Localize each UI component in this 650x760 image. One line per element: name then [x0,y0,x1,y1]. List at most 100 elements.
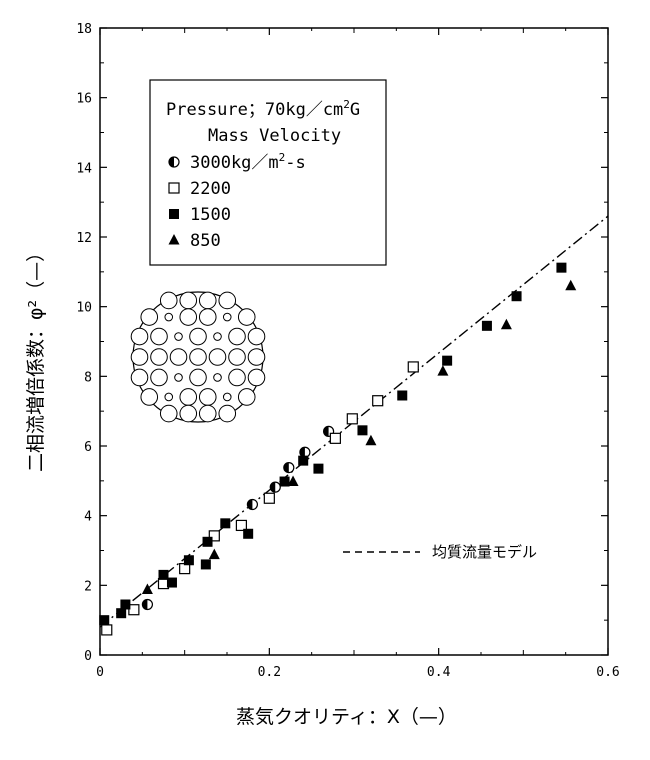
y-tick-label: 14 [76,161,92,176]
y-tick-label: 4 [84,510,92,525]
data-point-half-circle-half [247,499,253,510]
data-point-open-square [407,361,419,373]
data-point-filled-triangle [565,279,577,291]
bundle-rod [179,404,198,423]
bundle-rod [218,291,237,310]
legend-title-mass-velocity: Mass Velocity [208,126,341,146]
bundle-rod [198,388,217,406]
data-point-filled-triangle [365,434,377,446]
x-tick-label: 0.6 [596,665,619,680]
data-point-filled-triangle [500,318,512,330]
bundle-rod [179,308,198,326]
legend-label: 1500 [190,205,231,225]
y-tick-label: 10 [76,301,92,316]
bundle-small-rod [222,392,232,402]
data-point-filled-square [158,569,169,580]
bundle-small-rod [174,332,183,341]
bundle-rod [130,348,149,366]
legend-title-pressure: Pressure；70kg／cm2G [166,98,360,120]
data-point-filled-square [120,599,131,610]
data-point-open-square [346,413,358,425]
data-point-filled-square [202,536,213,547]
bundle-rod [130,327,149,346]
bundle-rod [228,348,246,366]
x-axis-label: 蒸気クオリティ：X（—） [236,706,457,728]
bundle-rod [189,368,207,387]
data-point-open-square [235,519,247,532]
legend-box: Pressure；70kg／cm2G Mass Velocity 3000kg／… [149,79,387,266]
bundle-rod [237,388,256,406]
bundle-small-rod [222,312,232,322]
data-point-filled-square [511,291,522,302]
axis-ticks: 0 2 4 6 8 10 12 14 16 18 0 0.2 0.4 0.6 [76,22,619,680]
data-point-open-square [101,624,113,636]
bundle-small-rod [164,312,174,322]
data-point-filled-triangle [287,475,299,487]
bundle-rod [159,404,178,423]
bundle-rod [189,348,207,366]
legend-label: 850 [190,231,221,251]
data-point-half-circle-half [299,447,305,458]
y-tick-label: 16 [76,92,92,107]
y-tick-label: 12 [76,231,92,246]
bundle-rod [208,348,227,366]
bundle-rod [218,404,237,423]
bundle-rod [198,308,217,326]
data-point-filled-square [200,559,211,570]
data-point-open-square [329,432,341,444]
y-axis-label: 二相流増倍係数：φ²（—） [25,243,47,472]
data-point-open-square [263,492,275,504]
data-point-filled-triangle [437,365,449,376]
bundle-rod [189,327,207,346]
data-point-filled-square [442,355,453,366]
data-point-filled-square [298,455,309,466]
bundle-rod [179,388,198,406]
bundle-rod [247,348,266,366]
bundle-rod [228,327,246,346]
data-point-half-circle [246,498,258,511]
bundle-rod [140,388,159,406]
data-point-filled-square [243,528,254,539]
y-tick-label: 0 [84,649,92,664]
data-point-half-circle [299,446,311,458]
data-point-filled-square [220,518,231,529]
x-tick-label: 0.2 [258,665,281,680]
data-point-filled-square [99,615,110,626]
data-point-half-circle [141,598,154,611]
bundle-rod [130,368,149,387]
data-point-filled-square [556,262,567,273]
bundle-rod [198,291,217,310]
bundle-rod [228,368,246,387]
legend-frame [149,79,387,266]
bundle-small-rod [213,373,222,382]
bundle-rod [159,291,178,310]
bundle-rod [237,308,256,326]
legend-marker-half-circle [168,156,180,168]
data-point-filled-square [279,476,290,487]
y-tick-label: 2 [84,579,92,594]
data-point-half-circle-half [283,462,289,473]
data-point-filled-square [313,463,324,474]
x-tick-label: 0.4 [427,665,451,680]
legend-items: 3000kg／m2-s 2200 1500 850 [168,151,306,251]
data-point-half-circle-half [270,482,276,493]
data-point-open-square [208,530,220,542]
data-point-filled-triangle [208,548,220,560]
data-point-half-circle-half [142,599,148,610]
bundle-rod [140,308,159,326]
bundle-rod [247,327,266,346]
bundle-rod [150,327,168,346]
legend-marker-half-circle-half [169,157,174,167]
inset-bundle [130,291,266,423]
legend-marker-open-square [168,182,180,194]
bundle-rod [247,368,266,387]
bundle-small-rod [164,392,174,402]
x-tick-label: 0 [96,665,104,680]
bundle-small-rod [174,373,183,382]
y-tick-label: 8 [84,370,92,385]
bundle-rod [198,404,217,423]
model-legend-label: 均質流量モデル [432,543,537,561]
y-tick-label: 6 [84,440,92,455]
data-point-filled-square [481,320,492,331]
